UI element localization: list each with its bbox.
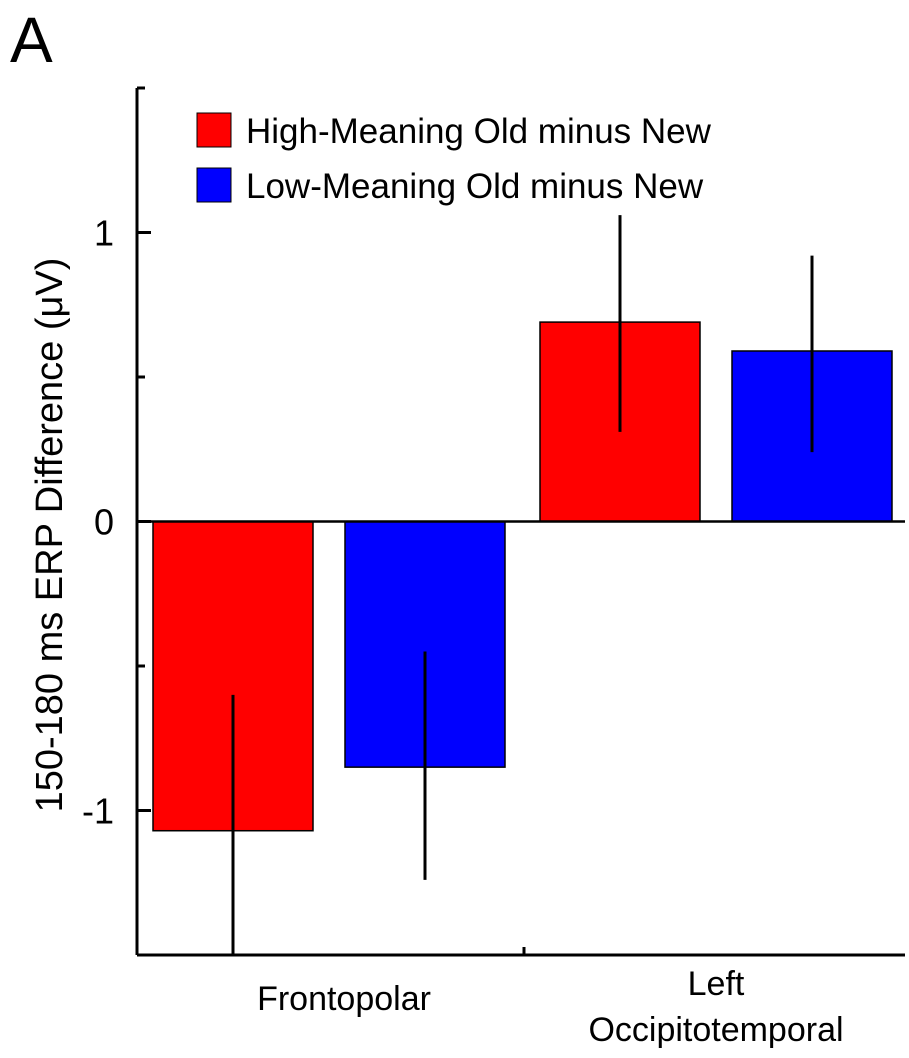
y-ticks: -1 0 1: [82, 86, 151, 957]
bars-layer: [152, 321, 893, 832]
legend-label-high: High-Meaning Old minus New: [246, 112, 712, 151]
panel-label: A: [10, 4, 53, 76]
x-category-label: Frontopolar: [257, 980, 431, 1018]
x-category-label: Left: [688, 965, 745, 1003]
y-tick-label: 0: [94, 502, 114, 543]
legend-swatch-low: [196, 167, 232, 203]
x-category-label: Occipitotemporal: [588, 1011, 843, 1049]
y-tick-label: -1: [82, 791, 114, 832]
x-category-labels: Frontopolar Left Occipitotemporal: [257, 965, 843, 1049]
error-bars-layer: [231, 215, 814, 955]
legend: High-Meaning Old minus New Low-Meaning Ol…: [196, 112, 712, 206]
y-axis-label: 150-180 ms ERP Difference (μV): [29, 258, 71, 813]
y-tick-label: 1: [94, 213, 114, 254]
legend-swatch-high: [196, 112, 232, 148]
legend-label-low: Low-Meaning Old minus New: [246, 167, 704, 206]
